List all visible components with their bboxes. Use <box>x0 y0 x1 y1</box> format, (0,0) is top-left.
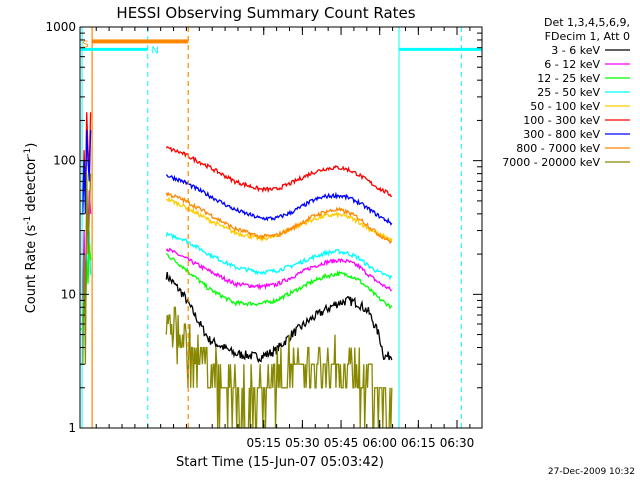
chart-title: HESSI Observing Summary Count Rates <box>116 4 415 22</box>
x-tick-label: 05:30 <box>285 436 320 450</box>
y-label-sup: -1 <box>23 148 33 157</box>
y-label-sup: -1 <box>23 216 33 225</box>
legend-label: 6 - 12 keV <box>544 58 600 71</box>
legend-header: Det 1,3,4,5,6,9, <box>544 16 630 29</box>
series-line <box>165 145 392 198</box>
series-line <box>165 191 393 245</box>
timestamp: 27-Dec-2009 10:32 <box>548 467 635 477</box>
series-line <box>165 247 393 292</box>
x-tick-label: 06:00 <box>362 436 397 450</box>
series-line <box>165 306 393 429</box>
series-line <box>166 253 393 310</box>
legend-label: 25 - 50 keV <box>537 86 600 99</box>
legend-label: 7000 - 20000 keV <box>502 156 600 169</box>
y-tick-label: 1000 <box>45 20 76 34</box>
legend-label: 300 - 800 keV <box>523 128 600 141</box>
legend-label: 3 - 6 keV <box>551 44 600 57</box>
y-tick-label: 100 <box>53 154 76 168</box>
x-tick-label: 06:15 <box>401 436 436 450</box>
night-interval-bar <box>399 47 482 51</box>
y-label-part: Count Rate (s <box>24 225 39 314</box>
x-tick-label: 05:15 <box>246 436 281 450</box>
y-axis-label: Count Rate (s-1 detector-1) <box>23 143 39 314</box>
series-line <box>165 231 393 281</box>
x-tick-label: 06:30 <box>440 436 475 450</box>
x-axis-label: Start Time (15-Jun-07 05:03:42) <box>176 455 384 470</box>
saa-interval-bar <box>92 39 189 44</box>
y-label-part: ) <box>24 143 39 148</box>
plot-area: SN 05:15 05:30 05:45 06:00 06:15 06:301101001… <box>45 20 483 450</box>
series-line <box>165 272 393 364</box>
legend: Det 1,3,4,5,6,9,FDecim 1, Att 03 - 6 keV… <box>502 16 630 169</box>
y-label-part: detector <box>24 156 39 216</box>
legend-label: 100 - 300 keV <box>523 114 600 127</box>
axis-layer: 05:15 05:30 05:45 06:00 06:15 06:30 1 10 100 1000 <box>45 20 482 450</box>
legend-header: FDecim 1, Att 0 <box>545 30 630 43</box>
y-tick-label: 1 <box>68 421 76 435</box>
marker-layer: SN <box>80 27 482 428</box>
legend-label: 800 - 7000 keV <box>516 142 600 155</box>
series-layer <box>80 112 393 429</box>
night-interval-bar <box>80 47 148 51</box>
x-tick-label: 05:45 <box>324 436 359 450</box>
saa-label: S <box>82 39 88 50</box>
y-tick-label: 10 <box>61 287 76 301</box>
plot-frame <box>79 26 483 429</box>
legend-label: 50 - 100 keV <box>530 100 600 113</box>
legend-label: 12 - 25 keV <box>537 72 600 85</box>
night-label: N <box>151 45 158 56</box>
series-line <box>165 174 393 226</box>
